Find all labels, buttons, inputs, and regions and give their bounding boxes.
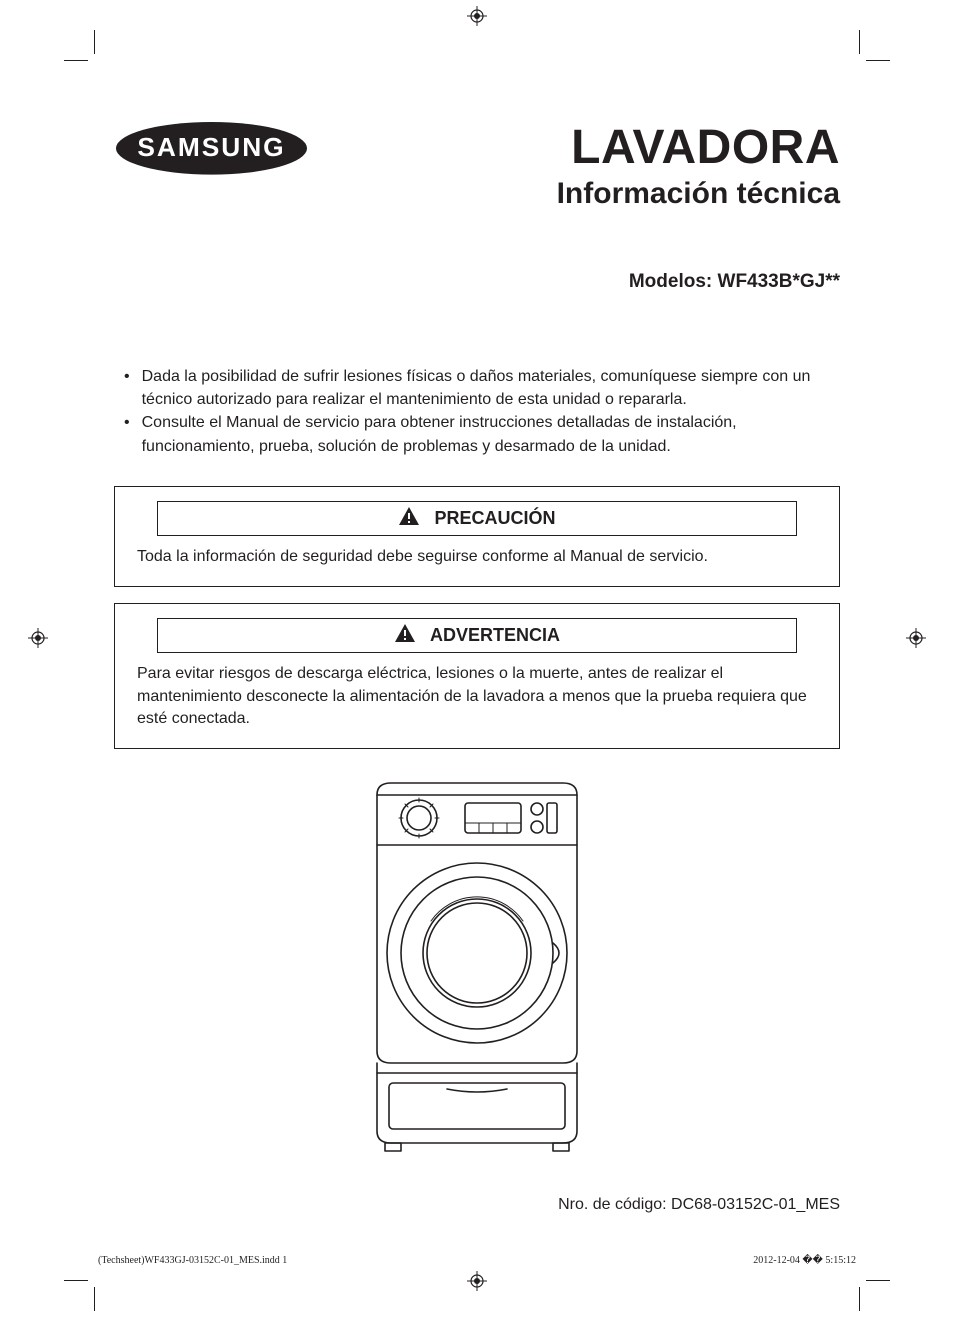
caution-heading: PRECAUCIÓN: [434, 508, 555, 529]
registration-mark-right: [906, 628, 926, 648]
warning-box: ADVERTENCIA Para evitar riesgos de desca…: [114, 603, 840, 749]
caution-box: PRECAUCIÓN Toda la información de seguri…: [114, 486, 840, 587]
print-footer: (Techsheet)WF433GJ-03152C-01_MES.indd 1 …: [94, 1255, 860, 1266]
caution-body: Toda la información de seguridad debe se…: [137, 546, 817, 568]
warning-icon: [398, 506, 420, 531]
page-content: SAMSUNG LAVADORA Información técnica Mod…: [94, 30, 860, 1280]
washer-illustration: [114, 773, 840, 1158]
warning-body: Para evitar riesgos de descarga eléctric…: [137, 663, 817, 730]
footer-left: (Techsheet)WF433GJ-03152C-01_MES.indd 1: [98, 1255, 287, 1266]
registration-mark-top: [467, 6, 487, 26]
samsung-logo: SAMSUNG: [114, 120, 309, 182]
warning-icon: [394, 623, 416, 648]
svg-text:SAMSUNG: SAMSUNG: [137, 132, 285, 162]
models-label: Modelos: WF433B*GJ**: [114, 271, 840, 293]
code-number: Nro. de código: DC68-03152C-01_MES: [558, 1196, 840, 1214]
footer-right: 2012-12-04 �� 5:15:12: [753, 1255, 856, 1266]
product-title: LAVADORA: [557, 120, 840, 175]
bullet-text: Consulte el Manual de servicio para obte…: [142, 411, 840, 457]
bullet-text: Dada la posibilidad de sufrir lesiones f…: [142, 365, 840, 411]
intro-bullets: Dada la posibilidad de sufrir lesiones f…: [114, 365, 840, 458]
document-subtitle: Información técnica: [557, 177, 840, 211]
registration-mark-left: [28, 628, 48, 648]
warning-heading: ADVERTENCIA: [430, 625, 560, 646]
